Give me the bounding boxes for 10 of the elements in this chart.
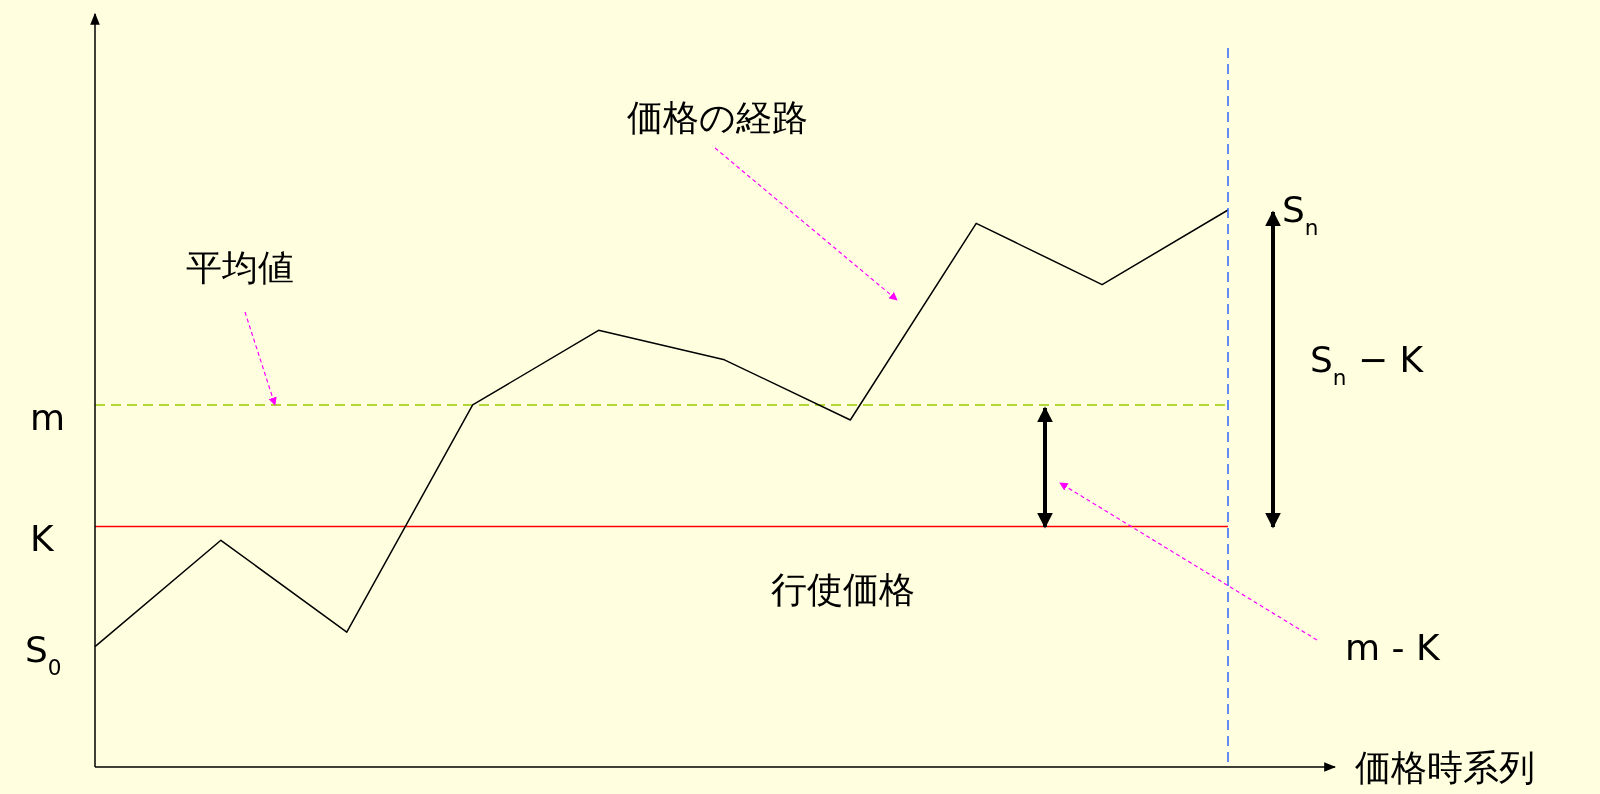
- x-axis-title: 価格時系列: [1355, 747, 1535, 788]
- ref-line-label: K: [30, 518, 55, 560]
- annotation: 平均値: [186, 247, 294, 288]
- ref-line-label: m: [30, 396, 66, 438]
- text: m - K: [1345, 627, 1441, 668]
- text: S$_{n}$ − K: [1310, 339, 1425, 390]
- text: S$_{0}$: [25, 629, 62, 680]
- annotation: 行使価格: [771, 569, 915, 610]
- text: S$_{n}$: [1282, 189, 1319, 240]
- text: 価格の経路: [626, 97, 808, 138]
